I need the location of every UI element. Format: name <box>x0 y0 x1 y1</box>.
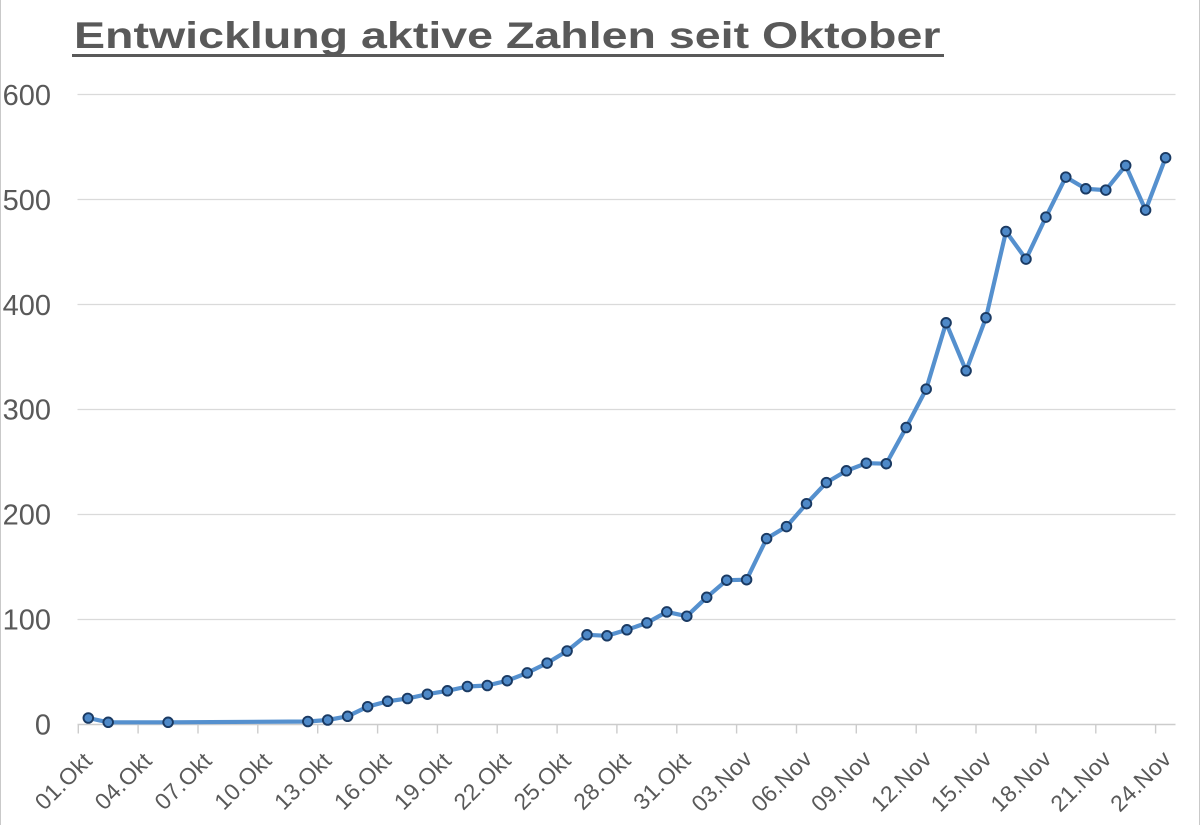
svg-text:500: 500 <box>3 185 51 217</box>
svg-text:25.Okt: 25.Okt <box>508 747 576 815</box>
svg-text:15.Nov: 15.Nov <box>926 745 997 816</box>
svg-text:18.Nov: 18.Nov <box>985 745 1056 816</box>
svg-text:07.Okt: 07.Okt <box>149 747 217 815</box>
svg-text:400: 400 <box>3 290 51 322</box>
svg-text:600: 600 <box>3 80 51 112</box>
svg-text:12.Nov: 12.Nov <box>866 745 937 816</box>
svg-text:06.Nov: 06.Nov <box>746 745 817 816</box>
svg-text:28.Okt: 28.Okt <box>568 747 636 815</box>
svg-text:13.Okt: 13.Okt <box>269 747 337 815</box>
svg-text:16.Okt: 16.Okt <box>329 747 397 815</box>
svg-text:31.Okt: 31.Okt <box>628 747 696 815</box>
svg-text:300: 300 <box>3 395 51 427</box>
svg-text:100: 100 <box>3 605 51 637</box>
svg-text:21.Nov: 21.Nov <box>1045 745 1116 816</box>
svg-text:24.Nov: 24.Nov <box>1105 745 1176 816</box>
svg-text:09.Nov: 09.Nov <box>806 745 877 816</box>
svg-text:22.Okt: 22.Okt <box>448 747 516 815</box>
svg-text:03.Nov: 03.Nov <box>686 745 757 816</box>
svg-text:10.Okt: 10.Okt <box>209 747 277 815</box>
svg-text:01.Okt: 01.Okt <box>30 747 98 815</box>
svg-text:04.Okt: 04.Okt <box>89 747 157 815</box>
svg-text:19.Okt: 19.Okt <box>389 747 457 815</box>
svg-text:200: 200 <box>3 500 51 532</box>
svg-text:0: 0 <box>35 710 51 742</box>
